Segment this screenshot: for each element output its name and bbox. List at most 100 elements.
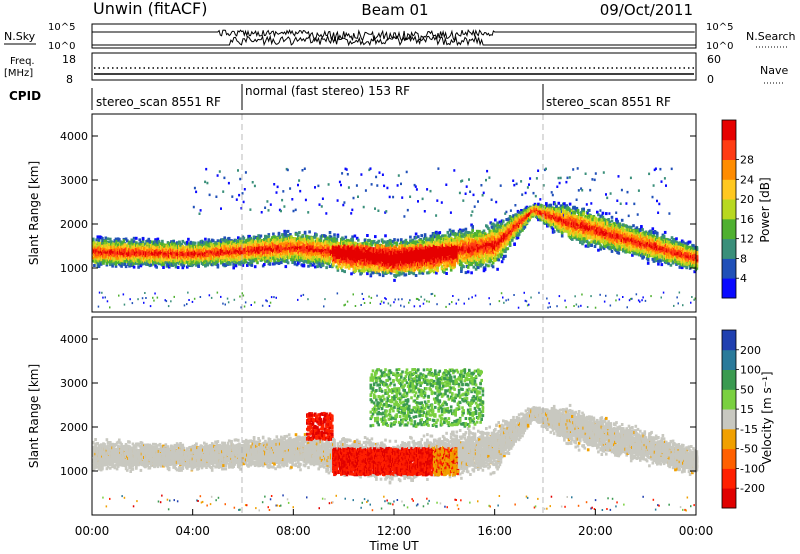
power-cell <box>139 243 143 246</box>
power-cell <box>215 195 218 198</box>
power-cell <box>101 237 104 240</box>
power-cell <box>273 183 276 186</box>
power-cell <box>251 181 254 184</box>
power-cell <box>206 181 209 185</box>
noise-right-tick-top: 10^5 <box>706 22 733 33</box>
freq-panel: Freq. [MHz] 18 8 60 0 Nave <box>4 52 788 86</box>
power-cell <box>188 299 190 301</box>
power-cell <box>200 246 204 249</box>
power-cell <box>150 240 154 244</box>
power-cell <box>199 259 203 263</box>
power-cell <box>152 260 155 264</box>
power-cell <box>193 241 197 245</box>
power-cell <box>243 188 246 191</box>
power-cell <box>92 237 95 241</box>
power-cell <box>220 295 222 298</box>
power-cell <box>232 266 235 270</box>
power-cell <box>131 302 134 305</box>
power-cell <box>124 237 128 241</box>
power-cell <box>187 237 190 241</box>
freq-label-line2: [MHz] <box>4 68 33 79</box>
noise-left-tick-bottom: 10^0 <box>48 41 75 52</box>
power-cell <box>253 265 257 269</box>
power-cell <box>149 305 152 308</box>
power-cell <box>197 264 200 268</box>
freq-left-tick-top: 18 <box>62 53 76 66</box>
power-cell <box>193 186 196 190</box>
power-cell <box>192 243 196 247</box>
power-cell <box>216 291 219 294</box>
power-cell <box>191 300 194 303</box>
power-cell <box>186 265 189 269</box>
cpid-segment-2: normal (fast stereo) 153 RF <box>245 84 410 98</box>
power-cell <box>166 263 170 267</box>
power-cell <box>218 170 221 173</box>
power-cell <box>97 242 101 245</box>
power-cell <box>114 262 118 266</box>
power-cell <box>148 260 152 264</box>
power-cell <box>139 240 143 244</box>
power-cell <box>152 296 154 299</box>
power-cell <box>239 295 241 298</box>
power-cell <box>97 257 101 261</box>
freq-right-tick-bottom: 0 <box>707 73 714 86</box>
power-cell <box>238 258 241 262</box>
power-cell <box>204 264 207 267</box>
cpid-segment-1: stereo_scan 8551 RF <box>96 95 221 109</box>
power-cell <box>272 232 275 236</box>
power-cell <box>210 296 213 299</box>
noise-panel-frame <box>91 23 697 49</box>
power-cell <box>176 266 180 269</box>
power-cell <box>162 266 165 269</box>
freq-left-tick-bottom: 8 <box>66 73 73 86</box>
power-cell <box>139 264 143 268</box>
power-cell <box>249 236 252 240</box>
power-cell <box>234 264 238 268</box>
power-cell <box>286 261 290 265</box>
power-cell <box>147 242 151 246</box>
power-cell <box>275 191 278 194</box>
power-cell <box>244 260 248 264</box>
power-cell <box>281 198 284 202</box>
power-cell <box>239 177 242 181</box>
power-cell <box>189 240 192 244</box>
power-cell <box>186 242 189 246</box>
power-cell <box>155 239 158 243</box>
power-cell <box>124 265 128 269</box>
power-cell <box>135 236 138 240</box>
noise-left-label: N.Sky <box>4 30 36 43</box>
power-cell <box>154 292 156 295</box>
power-cell <box>155 265 158 269</box>
power-cell <box>229 262 232 266</box>
power-cell <box>170 300 172 303</box>
power-cell <box>102 296 104 299</box>
power-cell <box>120 264 123 268</box>
power-cell <box>165 261 169 265</box>
power-cell <box>205 167 208 171</box>
power-cell <box>105 263 109 267</box>
power-cell <box>122 239 126 243</box>
power-cell <box>122 293 125 296</box>
power-cell <box>261 304 264 307</box>
power-cell <box>178 240 181 244</box>
power-cell <box>182 264 186 268</box>
power-cell <box>266 200 269 203</box>
power-cell <box>197 262 200 266</box>
power-cell <box>276 185 279 189</box>
power-cell <box>231 195 234 198</box>
power-cell <box>143 301 145 304</box>
power-cell <box>116 240 120 244</box>
power-cell <box>101 291 103 294</box>
power-cell <box>156 237 160 241</box>
power-cell <box>102 261 105 265</box>
power-cell <box>132 265 136 269</box>
power-cell <box>204 237 207 241</box>
power-cell <box>233 298 236 301</box>
power-cell <box>144 292 146 294</box>
power-cell <box>104 239 108 243</box>
power-cell <box>253 240 257 244</box>
freq-right-tick-top: 60 <box>707 53 721 66</box>
power-cell <box>137 265 140 269</box>
